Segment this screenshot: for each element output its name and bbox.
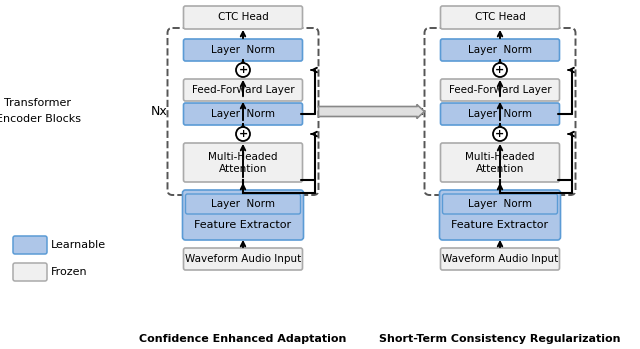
Text: +: + [238, 65, 248, 75]
FancyBboxPatch shape [184, 248, 303, 270]
Text: Waveform Audio Input: Waveform Audio Input [442, 254, 558, 264]
Text: Waveform Audio Input: Waveform Audio Input [185, 254, 301, 264]
Text: CTC Head: CTC Head [475, 13, 525, 22]
Text: Nx: Nx [408, 105, 425, 118]
Text: Short-Term Consistency Regularization: Short-Term Consistency Regularization [380, 334, 621, 344]
Text: Feed-Forward Layer: Feed-Forward Layer [192, 85, 294, 95]
Text: Multi-Headed: Multi-Headed [465, 151, 535, 162]
Text: Confidence Enhanced Adaptation: Confidence Enhanced Adaptation [140, 334, 347, 344]
FancyBboxPatch shape [440, 103, 559, 125]
Text: Layer  Norm: Layer Norm [468, 109, 532, 119]
Circle shape [493, 63, 507, 77]
FancyBboxPatch shape [13, 263, 47, 281]
FancyBboxPatch shape [440, 39, 559, 61]
FancyBboxPatch shape [184, 103, 303, 125]
Text: Layer  Norm: Layer Norm [468, 199, 532, 209]
Text: Layer  Norm: Layer Norm [211, 199, 275, 209]
FancyBboxPatch shape [184, 39, 303, 61]
Circle shape [236, 63, 250, 77]
Text: Layer  Norm: Layer Norm [211, 45, 275, 55]
FancyBboxPatch shape [440, 143, 559, 182]
FancyBboxPatch shape [184, 79, 303, 101]
Text: Feature Extractor: Feature Extractor [195, 220, 292, 230]
Text: Encoder Blocks: Encoder Blocks [0, 113, 81, 124]
FancyBboxPatch shape [440, 248, 559, 270]
Text: +: + [495, 129, 504, 139]
Text: Multi-Headed: Multi-Headed [208, 151, 278, 162]
FancyBboxPatch shape [440, 6, 559, 29]
Text: Frozen: Frozen [51, 267, 88, 277]
FancyBboxPatch shape [442, 194, 557, 214]
Text: +: + [238, 129, 248, 139]
FancyBboxPatch shape [13, 236, 47, 254]
FancyBboxPatch shape [440, 79, 559, 101]
FancyBboxPatch shape [184, 6, 303, 29]
Text: Attention: Attention [476, 164, 524, 174]
Text: +: + [495, 65, 504, 75]
Circle shape [493, 127, 507, 141]
FancyBboxPatch shape [186, 194, 301, 214]
Circle shape [236, 127, 250, 141]
Polygon shape [319, 104, 424, 119]
Text: Learnable: Learnable [51, 240, 106, 250]
FancyBboxPatch shape [184, 143, 303, 182]
FancyBboxPatch shape [440, 190, 561, 240]
Text: Feed-Forward Layer: Feed-Forward Layer [449, 85, 551, 95]
Text: Layer  Norm: Layer Norm [468, 45, 532, 55]
Text: Feature Extractor: Feature Extractor [451, 220, 548, 230]
Text: Transformer: Transformer [4, 98, 72, 109]
Text: Layer  Norm: Layer Norm [211, 109, 275, 119]
FancyBboxPatch shape [182, 190, 303, 240]
Text: Attention: Attention [219, 164, 267, 174]
Text: CTC Head: CTC Head [218, 13, 268, 22]
Text: Nx: Nx [151, 105, 168, 118]
